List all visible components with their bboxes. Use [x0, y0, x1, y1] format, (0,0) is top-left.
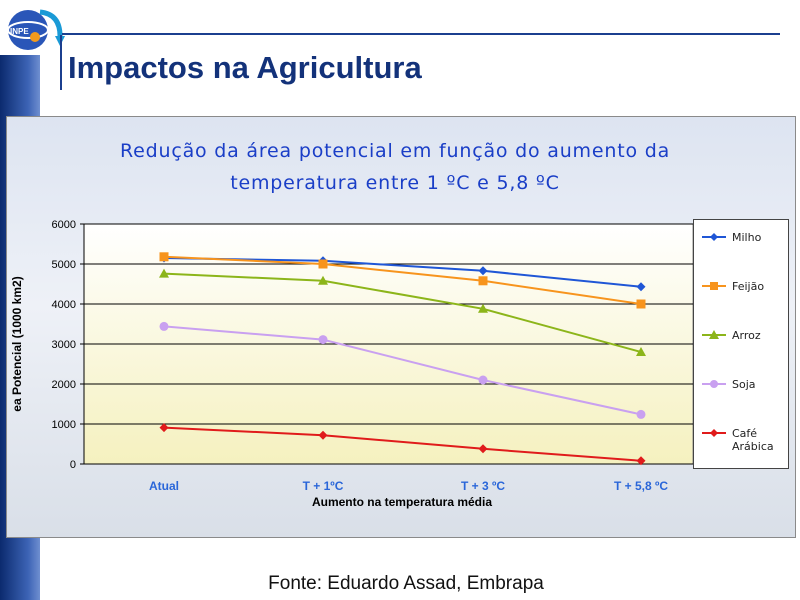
data-point-milho [478, 266, 488, 276]
data-point-caf-ar-bica [478, 444, 488, 454]
x-tick-label: Atual [149, 479, 179, 493]
y-tick-label: 2000 [52, 379, 76, 391]
x-tick-label: T + 1ºC [303, 479, 344, 493]
chart-title-line-1: Redução da área potencial em função do a… [119, 140, 671, 162]
data-point-soja [159, 321, 169, 331]
legend-label: Soja [732, 378, 756, 391]
legend-swatch [702, 330, 726, 339]
legend-swatch [702, 233, 726, 241]
data-point-caf-ar-bica [159, 423, 169, 433]
source-caption: Fonte: Eduardo Assad, Embrapa [268, 573, 544, 594]
series-line-arroz [163, 272, 642, 353]
header-rule [62, 33, 780, 35]
legend-label: Milho [732, 231, 762, 244]
inpe-logo: INPE [7, 9, 65, 50]
y-tick-label: 6000 [52, 219, 76, 231]
series-line-caf-ar-bica [163, 426, 642, 462]
chart-title: Redução da área potencial em função do a… [0, 135, 790, 199]
data-point-soja [478, 375, 488, 385]
chart-title-line-2: temperatura entre 1 ºC e 5,8 ºC [230, 172, 560, 194]
data-point-feij-o [478, 276, 488, 286]
data-point-milho [636, 282, 646, 292]
legend-swatch [702, 380, 726, 388]
y-axis-title: ea Potencial (1000 km2) [10, 276, 24, 411]
x-axis-title: Aumento na temperatura média [312, 495, 492, 509]
y-tick-label: 0 [70, 459, 76, 471]
legend-swatch [702, 429, 726, 437]
legend-swatch [702, 282, 726, 290]
y-tick-label: 3000 [52, 339, 76, 351]
title-accent-line [60, 35, 62, 90]
logo-text: INPE [10, 27, 29, 36]
data-point-feij-o [159, 252, 169, 262]
legend-label: Café Arábica [732, 427, 774, 453]
chart-legend: Milho Feijão Arroz Soja Café Arábica [693, 219, 789, 469]
data-point-arroz [159, 268, 169, 278]
series-line-feij-o [163, 255, 642, 305]
data-point-feij-o [318, 259, 328, 269]
data-point-caf-ar-bica [636, 456, 646, 466]
data-point-soja [636, 409, 646, 419]
series-line-soja [163, 325, 642, 416]
x-tick-label: T + 5,8 ºC [614, 479, 668, 493]
legend-label: Feijão [732, 280, 765, 293]
x-tick-label: T + 3 ºC [461, 479, 505, 493]
data-point-caf-ar-bica [318, 430, 328, 440]
y-tick-label: 4000 [52, 299, 76, 311]
data-point-arroz [478, 303, 488, 313]
y-tick-label: 5000 [52, 259, 76, 271]
legend-label: Arroz [732, 329, 761, 342]
y-tick-label: 1000 [52, 419, 76, 431]
data-point-arroz [636, 347, 646, 356]
page-title: Impactos na Agricultura [68, 50, 422, 85]
data-point-arroz [318, 275, 328, 285]
data-point-soja [318, 335, 328, 345]
data-point-feij-o [636, 299, 646, 309]
